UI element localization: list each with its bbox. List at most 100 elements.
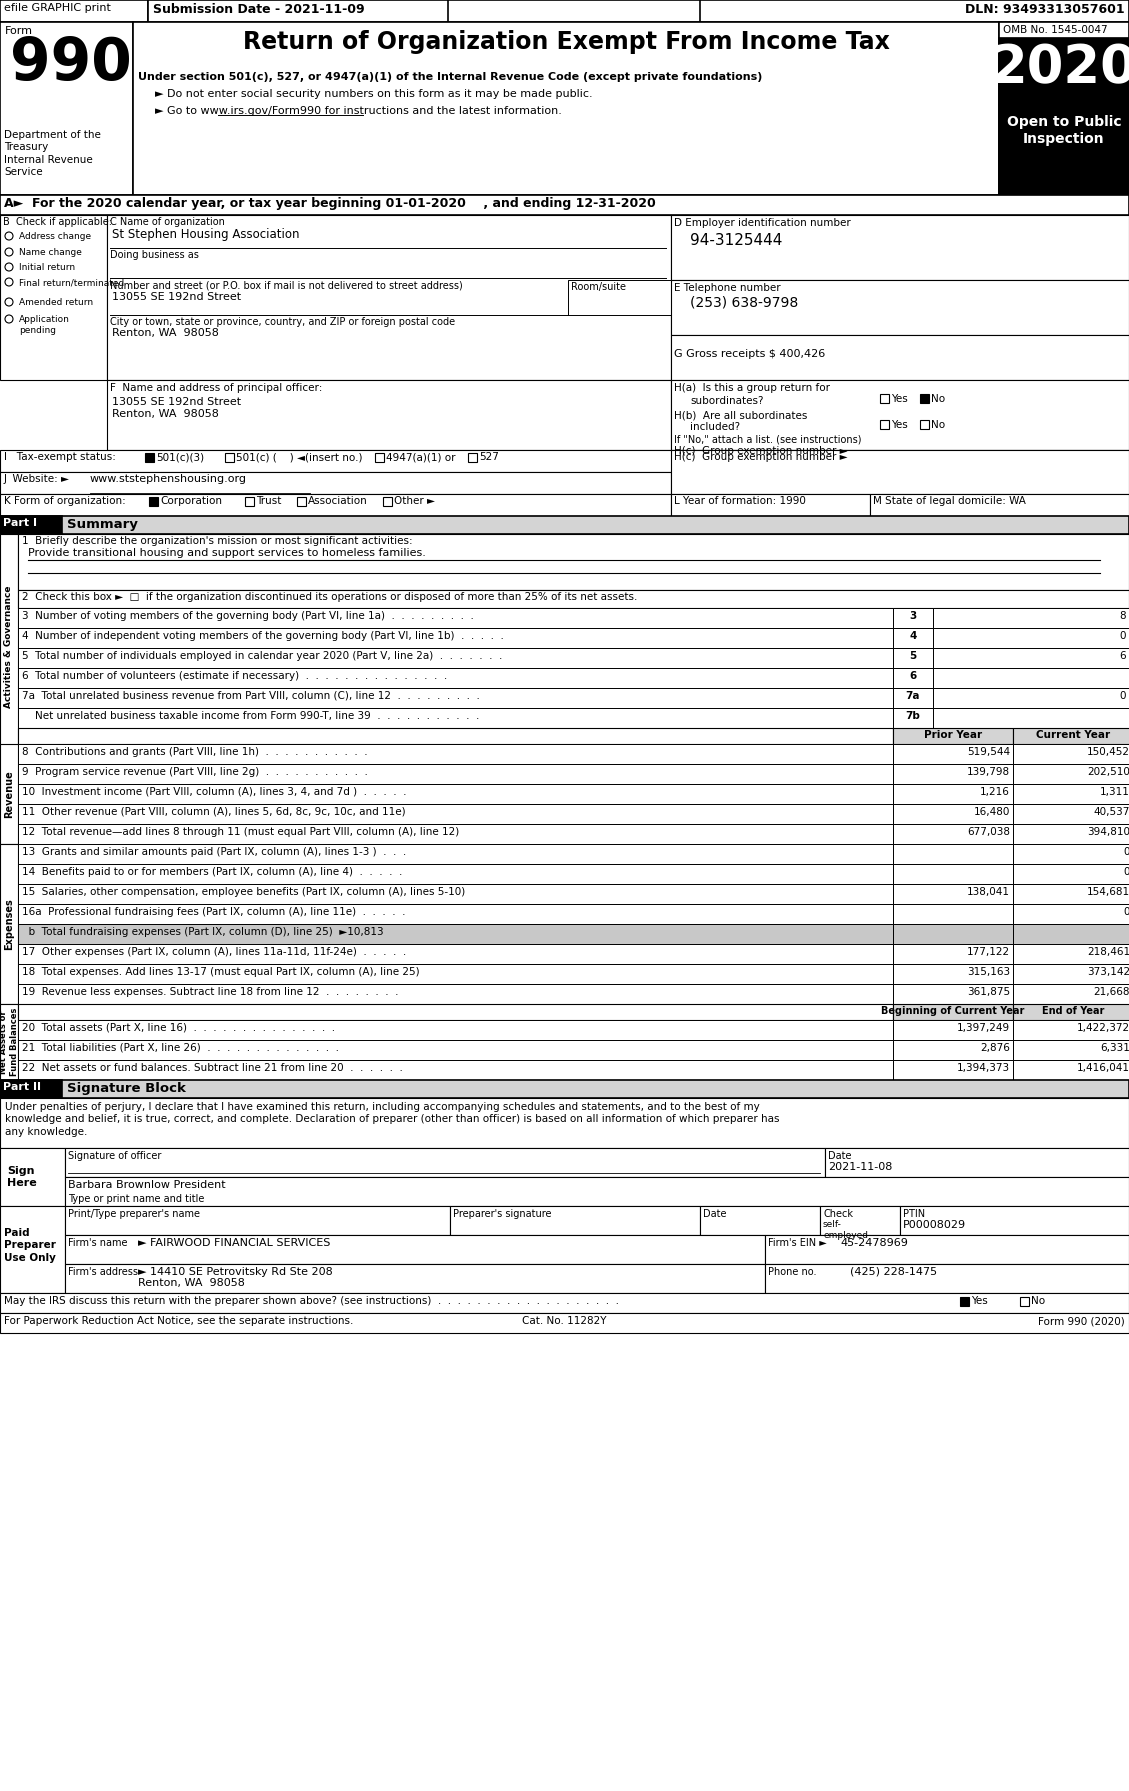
Text: 13055 SE 192nd Street
Renton, WA  98058: 13055 SE 192nd Street Renton, WA 98058: [112, 398, 242, 419]
Text: Submission Date - 2021-11-09: Submission Date - 2021-11-09: [154, 4, 365, 16]
Text: 20  Total assets (Part X, line 16)  .  .  .  .  .  .  .  .  .  .  .  .  .  .  .: 20 Total assets (Part X, line 16) . . . …: [21, 1023, 335, 1033]
Bar: [225, 453, 234, 462]
Bar: [18, 844, 893, 863]
Text: Firm's name: Firm's name: [68, 1238, 128, 1248]
Text: H(a)  Is this a group return for: H(a) Is this a group return for: [674, 383, 830, 392]
Bar: [893, 1041, 1013, 1060]
Text: M State of legal domicile: WA: M State of legal domicile: WA: [873, 496, 1026, 507]
Bar: [133, 21, 999, 195]
Bar: [18, 707, 893, 727]
Text: Beginning of Current Year: Beginning of Current Year: [882, 1007, 1025, 1015]
Bar: [18, 1060, 893, 1080]
Text: Signature Block: Signature Block: [67, 1082, 186, 1094]
Text: I   Tax-exempt status:: I Tax-exempt status:: [5, 451, 116, 462]
Bar: [1013, 804, 1129, 824]
Bar: [0, 473, 671, 494]
Text: DLN: 93493313057601: DLN: 93493313057601: [965, 4, 1124, 16]
Bar: [893, 648, 933, 668]
Bar: [18, 1041, 893, 1060]
Bar: [920, 394, 929, 403]
Text: 1,422,372: 1,422,372: [1077, 1023, 1129, 1033]
Text: 218,461: 218,461: [1087, 947, 1129, 956]
Text: Address change: Address change: [19, 233, 91, 242]
Text: Net Assets or
Fund Balances: Net Assets or Fund Balances: [0, 1008, 19, 1076]
Text: 21  Total liabilities (Part X, line 26)  .  .  .  .  .  .  .  .  .  .  .  .  .  : 21 Total liabilities (Part X, line 26) .…: [21, 1042, 339, 1053]
Text: ► Go to www.irs.gov/Form990 for instructions and the latest information.: ► Go to www.irs.gov/Form990 for instruct…: [155, 106, 562, 116]
Bar: [1013, 964, 1129, 983]
Bar: [18, 589, 1129, 607]
Bar: [999, 38, 1129, 106]
Text: ► 14410 SE Petrovitsky Rd Ste 208: ► 14410 SE Petrovitsky Rd Ste 208: [138, 1266, 333, 1277]
Bar: [893, 765, 1013, 784]
Bar: [18, 904, 893, 924]
Text: 990: 990: [10, 36, 132, 91]
Text: 1  Briefly describe the organization's mission or most significant activities:: 1 Briefly describe the organization's mi…: [21, 536, 412, 546]
Bar: [145, 453, 154, 462]
Bar: [18, 765, 893, 784]
Text: 14  Benefits paid to or for members (Part IX, column (A), line 4)  .  .  .  .  .: 14 Benefits paid to or for members (Part…: [21, 867, 402, 878]
Bar: [0, 1205, 65, 1293]
Bar: [568, 279, 671, 315]
Bar: [0, 1098, 1129, 1148]
Text: 5: 5: [909, 650, 917, 661]
Text: Part II: Part II: [3, 1082, 41, 1093]
Bar: [999, 106, 1129, 195]
Bar: [0, 1005, 18, 1080]
Text: St Stephen Housing Association: St Stephen Housing Association: [112, 227, 299, 242]
Bar: [18, 804, 893, 824]
Text: 2021-11-08: 2021-11-08: [828, 1162, 892, 1171]
Bar: [18, 944, 893, 964]
Bar: [765, 1264, 1129, 1293]
Bar: [933, 688, 1129, 707]
Bar: [18, 1021, 893, 1041]
Text: H(c)  Group exemption number ►: H(c) Group exemption number ►: [674, 451, 848, 462]
Text: self-
employed: self- employed: [823, 1220, 868, 1239]
Text: Cat. No. 11282Y: Cat. No. 11282Y: [522, 1316, 606, 1325]
Text: 0: 0: [1120, 630, 1126, 641]
Bar: [1013, 784, 1129, 804]
Bar: [450, 1205, 700, 1236]
Bar: [893, 964, 1013, 983]
Bar: [18, 743, 893, 765]
Bar: [65, 1148, 825, 1177]
Text: 6: 6: [1119, 650, 1126, 661]
Bar: [18, 924, 893, 944]
Bar: [933, 629, 1129, 648]
Text: 527: 527: [479, 451, 499, 462]
Bar: [18, 648, 893, 668]
Text: Date: Date: [828, 1152, 851, 1161]
Text: 677,038: 677,038: [968, 827, 1010, 836]
Bar: [0, 743, 18, 844]
Circle shape: [5, 315, 14, 322]
Bar: [245, 496, 254, 507]
Bar: [893, 1021, 1013, 1041]
Bar: [0, 1080, 1129, 1098]
Bar: [18, 688, 893, 707]
Text: 10  Investment income (Part VIII, column (A), lines 3, 4, and 7d )  .  .  .  .  : 10 Investment income (Part VIII, column …: [21, 786, 406, 797]
Text: Provide transitional housing and support services to homeless families.: Provide transitional housing and support…: [28, 548, 426, 559]
Text: Net unrelated business taxable income from Form 990-T, line 39  .  .  .  .  .  .: Net unrelated business taxable income fr…: [21, 711, 480, 722]
Bar: [1013, 904, 1129, 924]
Text: Under section 501(c), 527, or 4947(a)(1) of the Internal Revenue Code (except pr: Under section 501(c), 527, or 4947(a)(1)…: [138, 72, 762, 82]
Text: Paid
Preparer
Use Only: Paid Preparer Use Only: [5, 1229, 55, 1263]
Text: Initial return: Initial return: [19, 263, 76, 272]
Text: 2,876: 2,876: [980, 1042, 1010, 1053]
Text: 18  Total expenses. Add lines 13-17 (must equal Part IX, column (A), line 25): 18 Total expenses. Add lines 13-17 (must…: [21, 967, 420, 978]
Text: 519,544: 519,544: [966, 747, 1010, 758]
Text: Type or print name and title: Type or print name and title: [68, 1195, 204, 1204]
Text: 1,216: 1,216: [980, 786, 1010, 797]
Text: 22  Net assets or fund balances. Subtract line 21 from line 20  .  .  .  .  .  .: 22 Net assets or fund balances. Subtract…: [21, 1064, 403, 1073]
Bar: [825, 1148, 1129, 1177]
Text: Form 990 (2020): Form 990 (2020): [1039, 1316, 1124, 1325]
Text: J  Website: ►: J Website: ►: [5, 475, 70, 484]
Bar: [893, 804, 1013, 824]
Bar: [0, 1080, 62, 1098]
Text: 13055 SE 192nd Street: 13055 SE 192nd Street: [112, 292, 242, 303]
Text: (253) 638-9798: (253) 638-9798: [690, 296, 798, 310]
Text: 15  Salaries, other compensation, employee benefits (Part IX, column (A), lines : 15 Salaries, other compensation, employe…: [21, 887, 465, 897]
Text: End of Year: End of Year: [1042, 1007, 1104, 1015]
Bar: [893, 727, 1013, 743]
Text: If "No," attach a list. (see instructions): If "No," attach a list. (see instruction…: [674, 435, 861, 444]
Text: No: No: [931, 421, 945, 430]
Bar: [18, 964, 893, 983]
